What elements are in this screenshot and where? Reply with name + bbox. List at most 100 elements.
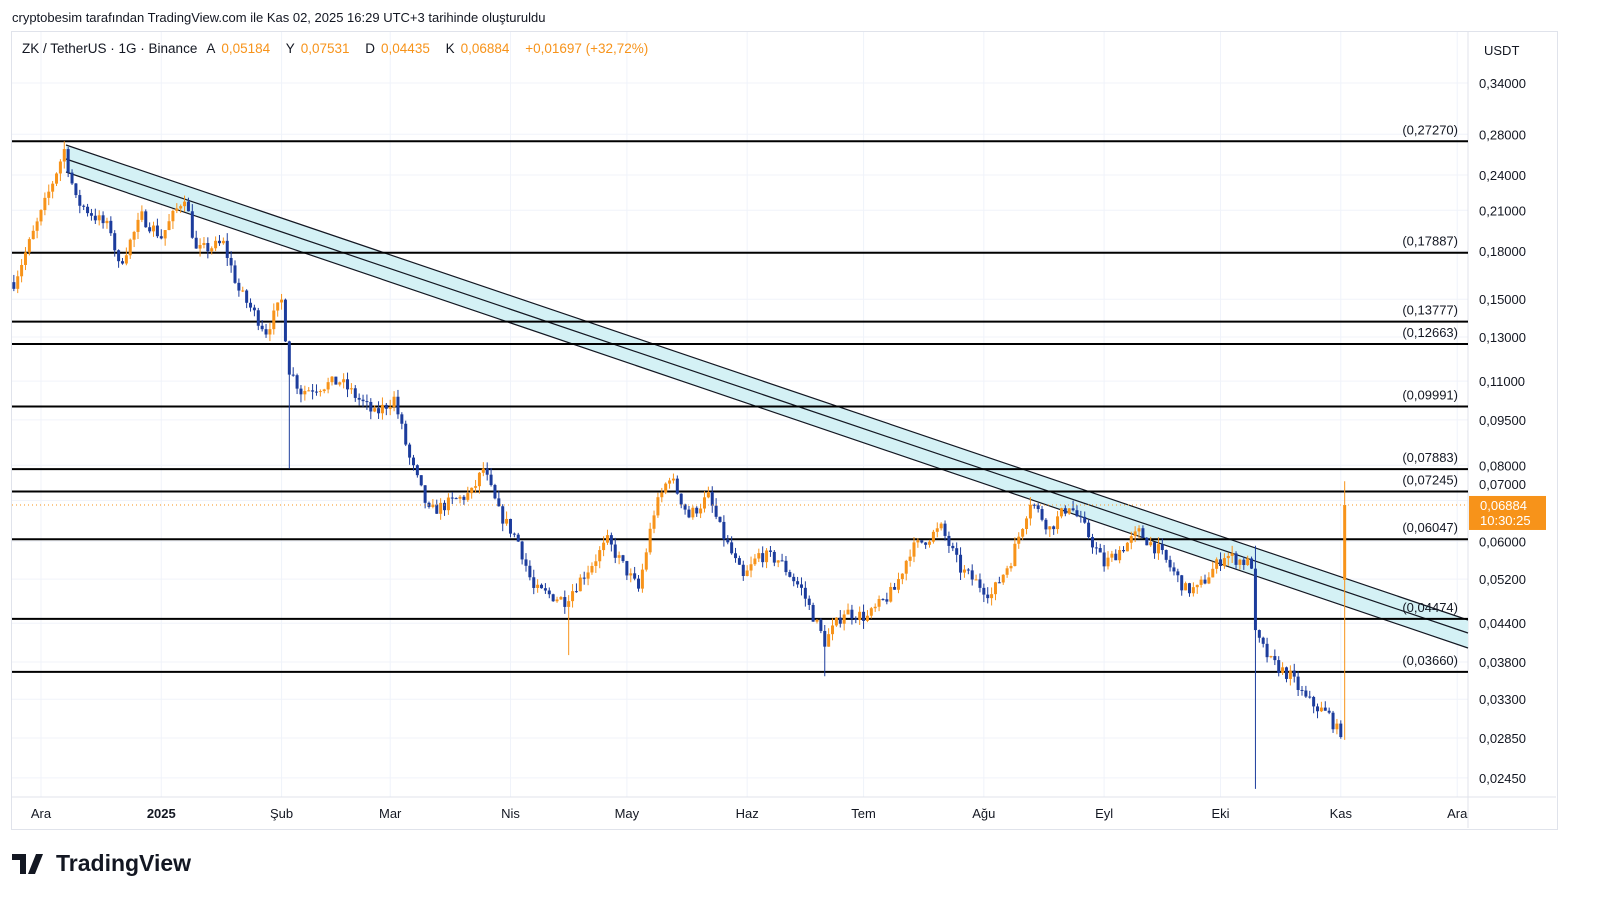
candle-body [590,565,594,573]
candle-body [1168,559,1172,568]
candle-body [1110,553,1114,558]
candle-body [481,468,485,473]
candle-body [753,558,757,565]
candle-body [1137,528,1141,532]
candle-body [877,599,881,607]
candle-body [237,282,241,291]
candle-body [357,397,361,400]
candle-body [501,506,505,524]
candle-body [1164,550,1168,560]
candle-body [947,535,951,546]
candle-body [1199,579,1203,585]
price-tick-label: 0,28000 [1479,127,1526,142]
candle-body [39,210,43,222]
candle-body [543,588,547,591]
candle-body [664,483,668,493]
candle-body [1219,559,1223,567]
price-tick-label: 0,15000 [1479,292,1526,307]
time-tick-label: Nis [501,806,520,821]
candle-body [637,578,641,589]
candle-body [1253,568,1257,631]
candle-body [462,496,466,500]
candle-body [780,560,784,562]
candle-body [784,560,788,573]
candle-body [722,521,726,540]
symbol-info[interactable]: ZK / TetherUS · 1G · Binance [22,41,198,56]
candle-body [652,515,656,529]
candle-body [51,183,55,192]
candle-body [377,408,381,414]
price-tick-label: 0,08000 [1479,458,1526,473]
candle-body [924,542,928,545]
candle-body [714,505,718,517]
candle-body [1215,559,1219,569]
candle-body [1025,518,1029,529]
price-tick-label: 0,13000 [1479,330,1526,345]
candle-body [931,531,935,542]
candle-body [97,215,101,221]
candle-body [633,573,637,579]
close-label: K [445,41,455,56]
candle-countdown: 10:30:25 [1480,513,1531,528]
candle-body [404,423,408,445]
candle-body [982,587,986,595]
tradingview-logo-icon [12,853,43,874]
candle-body [1156,544,1160,554]
candle-body [117,250,121,262]
candle-body [1191,587,1195,594]
chart-area[interactable] [11,31,1558,830]
price-tick-label: 0,03800 [1479,655,1526,670]
candle-body [78,195,82,206]
candle-body [249,302,253,308]
candle-body [35,221,39,231]
candle-body [443,502,447,511]
candle-body [1308,696,1312,698]
candle-body [55,173,59,184]
price-tick-label: 0,09500 [1479,413,1526,428]
candle-body [152,225,156,232]
candle-body [12,282,16,289]
candle-body [1098,548,1102,553]
candle-body [792,576,796,582]
candle-body [520,541,524,560]
candle-body [1296,676,1300,690]
time-tick-label: Eyl [1095,806,1113,821]
candle-body [124,255,128,264]
candle-body [547,590,551,595]
candle-body [551,594,555,602]
change-value: +0,01697 (+32,72%) [525,41,649,56]
candle-body [702,497,706,509]
candle-body [1222,558,1226,567]
candle-body [935,528,939,532]
candle-body [881,599,885,601]
price-tick-label: 0,02850 [1479,731,1526,746]
candle-body [726,539,730,543]
candle-body [823,630,827,647]
tradingview-logo[interactable]: TradingView [12,850,191,877]
candle-body [1129,536,1133,543]
candle-body [671,478,675,481]
candle-body [1172,567,1176,572]
candle-body [439,502,443,514]
candle-body [966,569,970,571]
candle-body [854,618,858,620]
candle-body [594,561,598,566]
candle-body [904,560,908,574]
candle-body [1118,550,1122,561]
candle-body [873,606,877,609]
candle-body [299,388,303,395]
candle-body [120,261,124,264]
candle-body [1122,550,1126,552]
candle-body [959,554,963,573]
candle-body [16,276,20,289]
candle-body [1284,667,1288,679]
candle-body [1145,537,1149,546]
candle-body [245,290,249,303]
candle-body [485,468,489,475]
level-label: (0,09991) [1402,388,1458,403]
candle-body [252,307,256,311]
candle-body [70,172,74,184]
candle-body [648,528,652,553]
